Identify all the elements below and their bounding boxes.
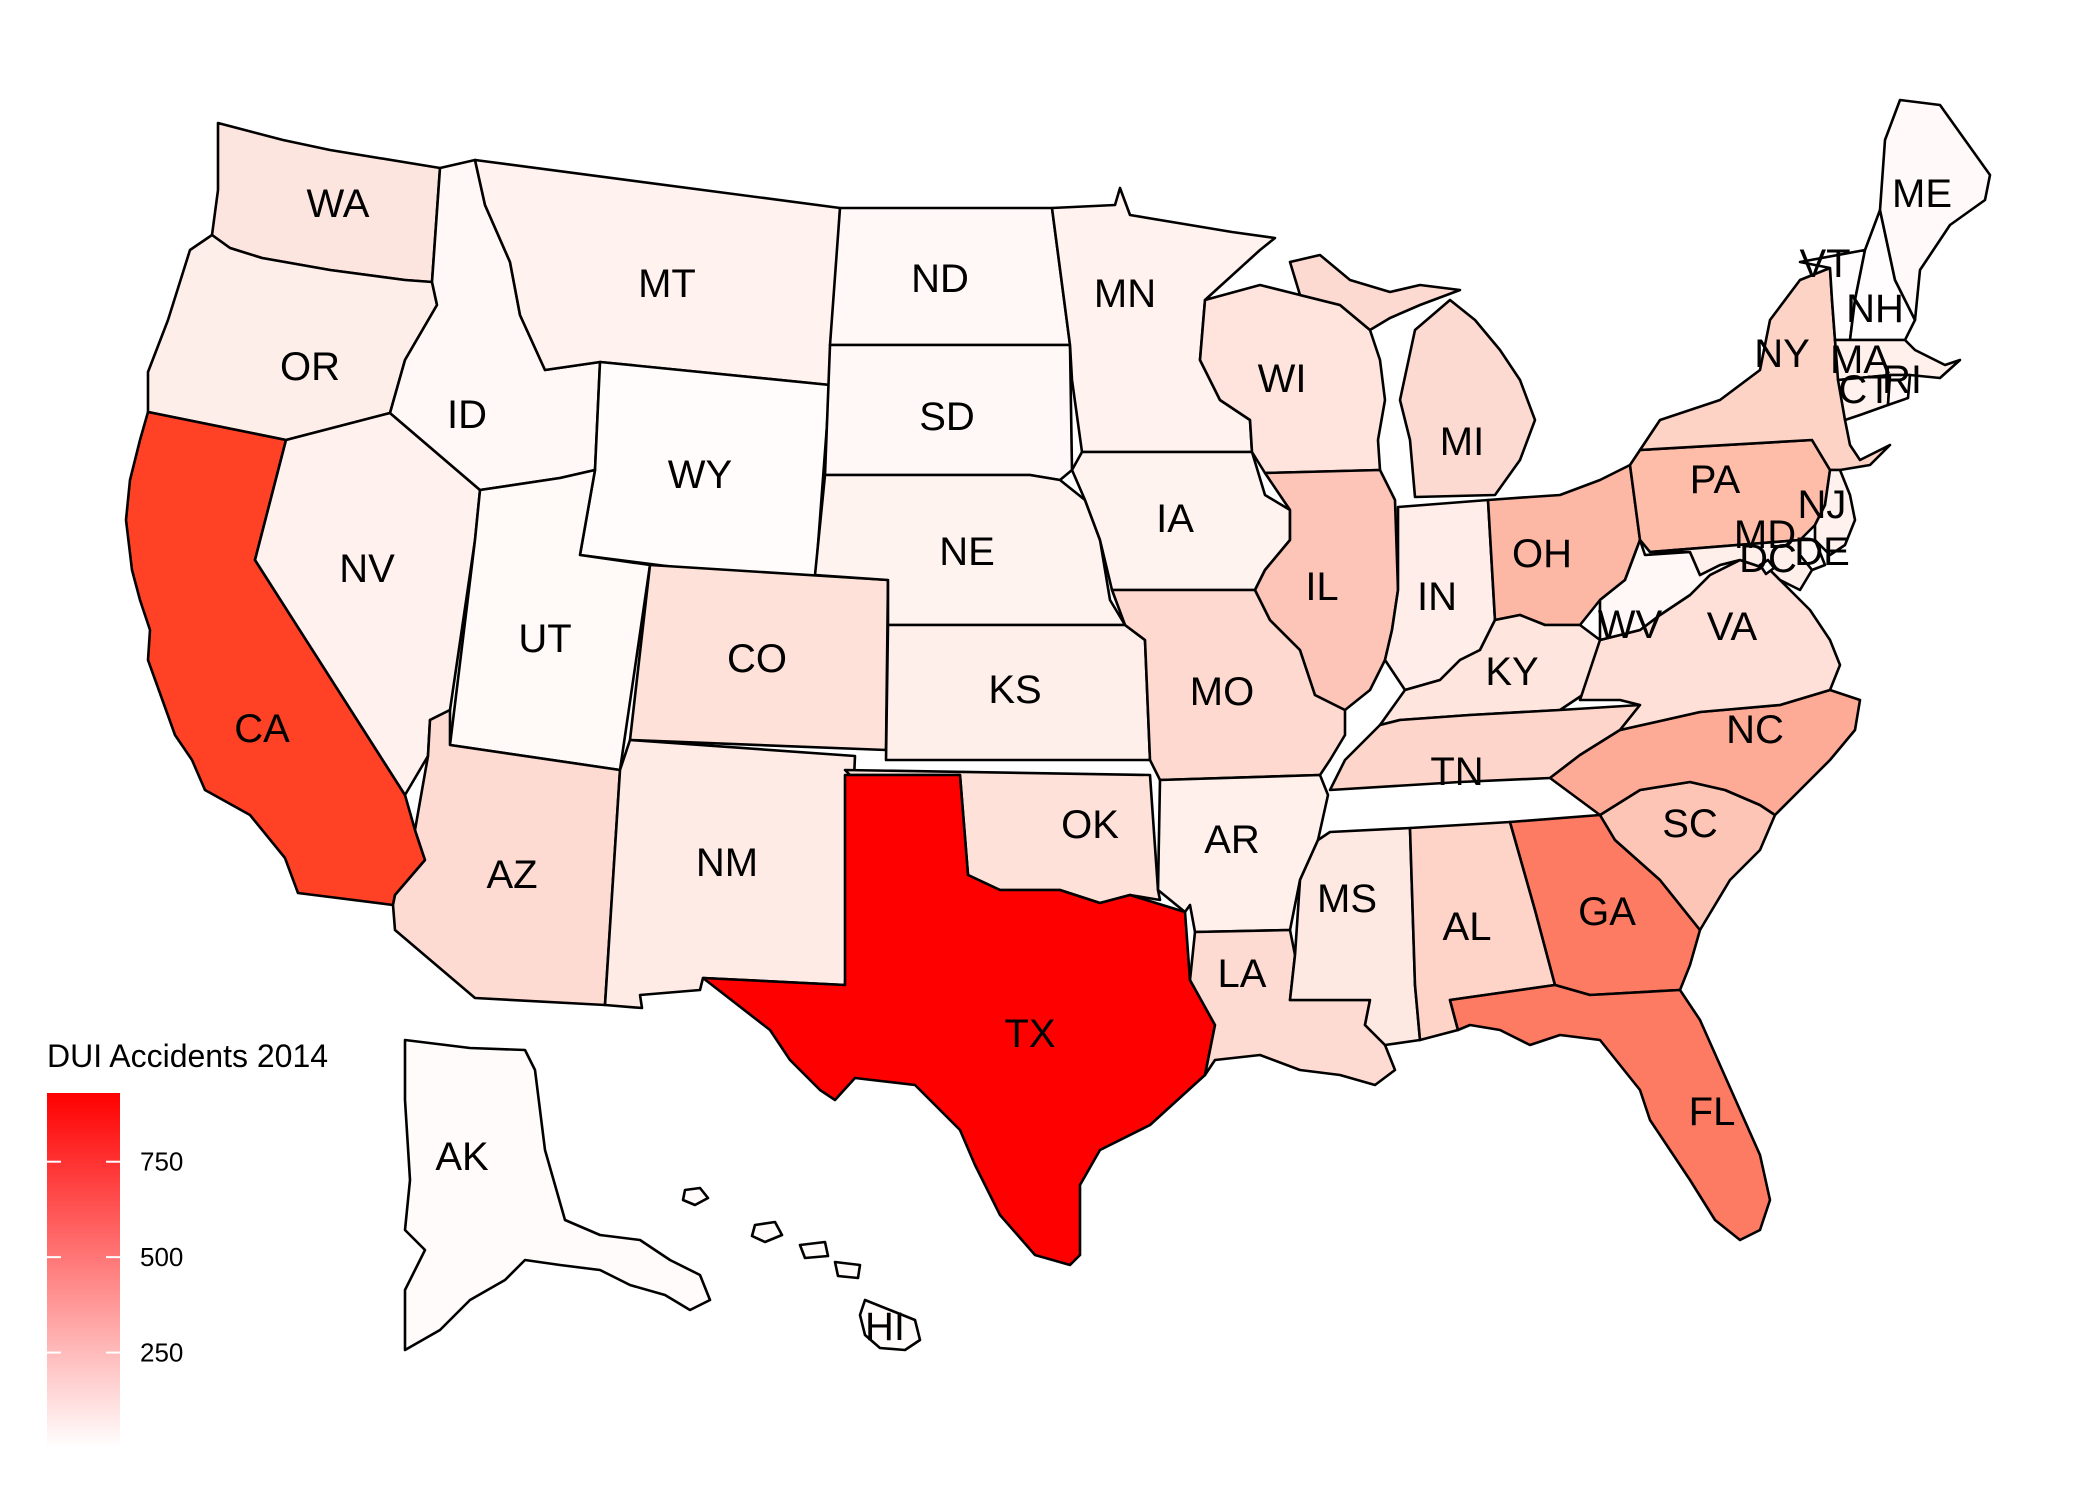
state-hi-island-4[interactable] <box>833 1260 862 1280</box>
label-ma: MA <box>1830 338 1890 382</box>
label-me: ME <box>1892 172 1952 216</box>
label-ca: CA <box>234 707 290 751</box>
label-va: VA <box>1707 605 1758 649</box>
label-mt: MT <box>638 262 696 306</box>
states-layer <box>124 98 1992 1352</box>
state-ct[interactable] <box>1836 373 1892 422</box>
legend-tick-label: 750 <box>140 1147 183 1177</box>
label-in: IN <box>1417 575 1457 619</box>
state-mi[interactable] <box>1398 298 1537 499</box>
label-tn: TN <box>1430 750 1483 794</box>
label-de: DE <box>1794 530 1850 574</box>
label-wa: WA <box>307 182 370 226</box>
legend-title: DUI Accidents 2014 <box>47 1038 328 1074</box>
state-fl[interactable] <box>1448 983 1772 1242</box>
label-nj: NJ <box>1798 483 1847 527</box>
label-ut: UT <box>518 617 571 661</box>
state-dc[interactable] <box>1758 558 1776 576</box>
state-tx[interactable] <box>701 773 1217 1267</box>
label-dc: DC <box>1739 537 1797 581</box>
label-nm: NM <box>696 841 758 885</box>
label-nc: NC <box>1726 708 1784 752</box>
label-ak: AK <box>435 1135 489 1179</box>
label-co: CO <box>727 637 787 681</box>
label-az: AZ <box>486 853 537 897</box>
state-ca[interactable] <box>124 410 427 907</box>
legend-tick-label: 250 <box>140 1338 183 1368</box>
state-ne[interactable] <box>813 473 1127 627</box>
state-ri[interactable] <box>1886 373 1912 407</box>
label-ia: IA <box>1156 497 1194 541</box>
label-vt: VT <box>1799 242 1850 286</box>
state-hi-island-2[interactable] <box>750 1220 784 1244</box>
legend-tick-label: 500 <box>140 1242 183 1272</box>
label-ks: KS <box>988 668 1041 712</box>
label-hi: HI <box>865 1305 905 1349</box>
label-sd: SD <box>919 395 975 439</box>
label-al: AL <box>1443 905 1492 949</box>
state-mi-upper[interactable] <box>1288 253 1462 332</box>
label-nd: ND <box>911 257 969 301</box>
label-nv: NV <box>339 547 395 591</box>
label-ms: MS <box>1317 877 1377 921</box>
label-mi: MI <box>1440 420 1484 464</box>
label-ar: AR <box>1204 818 1260 862</box>
state-ak[interactable] <box>403 1038 712 1352</box>
state-il[interactable] <box>1253 468 1400 712</box>
label-fl: FL <box>1689 1090 1736 1134</box>
state-nj[interactable] <box>1813 468 1857 557</box>
legend-colorbar <box>47 1093 120 1448</box>
label-tx: TX <box>1004 1012 1055 1056</box>
label-pa: PA <box>1690 458 1741 502</box>
label-ri: RI <box>1882 358 1922 402</box>
label-id: ID <box>447 393 487 437</box>
label-mo: MO <box>1190 670 1254 714</box>
label-nh: NH <box>1846 287 1904 331</box>
label-mn: MN <box>1094 272 1156 316</box>
label-la: LA <box>1218 952 1267 996</box>
label-ne: NE <box>939 530 995 574</box>
label-sc: SC <box>1662 802 1718 846</box>
state-md[interactable] <box>1648 538 1814 592</box>
state-hi-island-1[interactable] <box>681 1186 710 1207</box>
label-wv: WV <box>1598 603 1663 647</box>
label-wy: WY <box>668 453 732 497</box>
label-ct: CT <box>1838 368 1891 412</box>
label-il: IL <box>1305 565 1338 609</box>
label-md: MD <box>1734 513 1796 557</box>
label-ok: OK <box>1061 803 1119 847</box>
legend-ticks: 750 500 250 <box>47 1147 183 1368</box>
label-or: OR <box>280 345 340 389</box>
state-hi-island-3[interactable] <box>798 1240 830 1260</box>
label-ny: NY <box>1754 332 1810 376</box>
state-hi[interactable] <box>858 1298 922 1352</box>
label-ky: KY <box>1485 650 1538 694</box>
label-ga: GA <box>1578 890 1636 934</box>
state-labels-layer: WA OR CA NV ID MT WY UT AZ CO NM ND SD N… <box>234 172 1952 1349</box>
state-me[interactable] <box>1878 98 1992 322</box>
label-wi: WI <box>1258 357 1307 401</box>
label-oh: OH <box>1512 532 1572 576</box>
legend: DUI Accidents 2014 750 500 250 <box>47 1038 328 1448</box>
state-ar[interactable] <box>1156 773 1330 934</box>
